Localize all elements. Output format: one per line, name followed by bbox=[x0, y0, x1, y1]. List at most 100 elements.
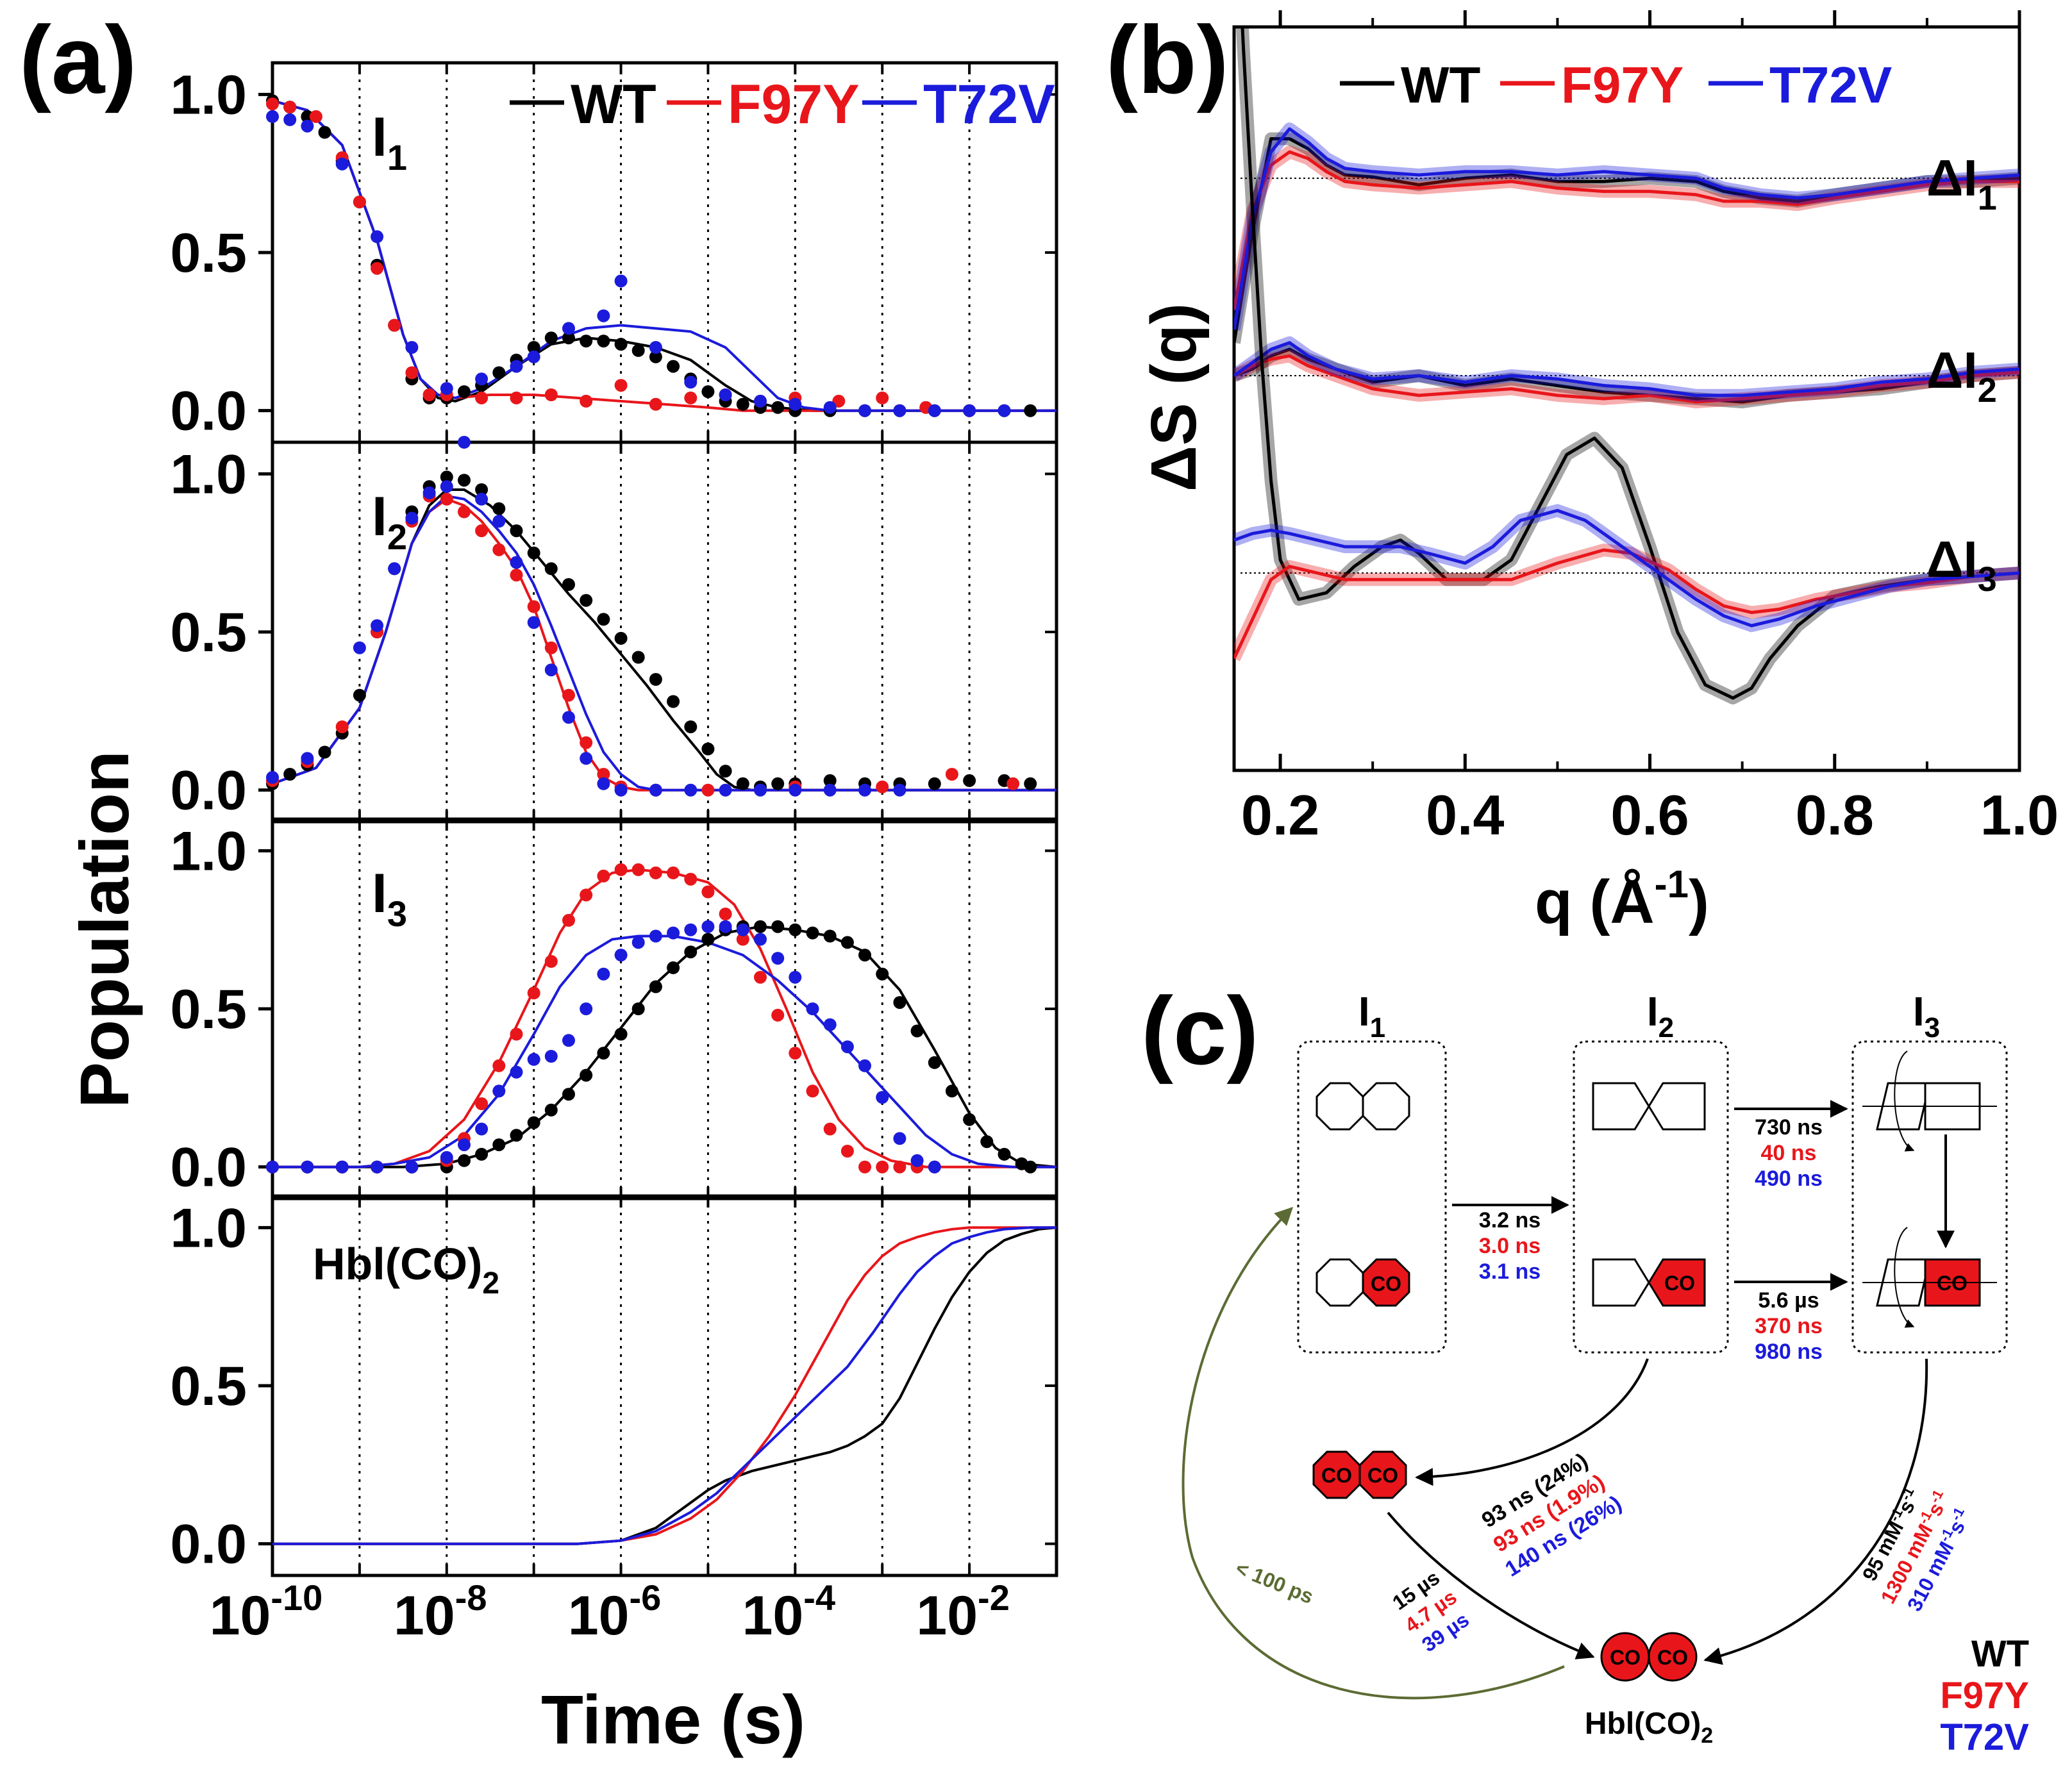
data-point bbox=[544, 955, 558, 968]
rates-deligated-final: 15 µs 4.7 µs 39 µs bbox=[1388, 1566, 1473, 1656]
data-point bbox=[771, 401, 785, 414]
data-point bbox=[301, 1160, 314, 1174]
data-point bbox=[667, 360, 680, 373]
data-point bbox=[928, 404, 941, 417]
data-point bbox=[562, 1088, 575, 1101]
rate-i2-i3-top-t72v: 490 ns bbox=[1755, 1167, 1823, 1191]
subplot-1: I1 bbox=[258, 61, 1058, 444]
legend-b-t72v-label: T72V bbox=[1769, 56, 1892, 113]
y-tick-label: 0.5 bbox=[170, 979, 247, 1040]
data-point bbox=[928, 1056, 941, 1069]
series-f97y bbox=[266, 863, 941, 1174]
data-point bbox=[789, 397, 802, 411]
curve-t72v-δi1 bbox=[1234, 122, 2019, 331]
curve-t72v-δi2 bbox=[1234, 336, 2019, 402]
data-point bbox=[945, 1084, 958, 1098]
error-band bbox=[1234, 122, 2019, 331]
i3-deoxy-dimer bbox=[1862, 1051, 1997, 1152]
data-point bbox=[510, 1065, 523, 1079]
data-point bbox=[580, 335, 593, 348]
deligated-co-text-2: CO bbox=[1367, 1464, 1398, 1487]
data-point bbox=[492, 366, 506, 379]
data-point bbox=[719, 783, 732, 797]
data-point bbox=[701, 783, 715, 797]
data-point bbox=[371, 262, 384, 275]
y-tick-label: 1.0 bbox=[170, 820, 247, 882]
data-point bbox=[475, 492, 489, 506]
data-point bbox=[405, 1160, 419, 1174]
y-tick-label: 0.0 bbox=[170, 381, 247, 442]
key-wt: WT bbox=[1971, 1633, 2029, 1675]
data-point bbox=[562, 322, 575, 335]
data-point bbox=[1024, 1160, 1037, 1174]
i1-co-text: CO bbox=[1371, 1272, 1401, 1295]
curve-wt-δi2 bbox=[1234, 343, 2019, 409]
data-point bbox=[840, 1040, 854, 1054]
data-point bbox=[840, 1145, 854, 1158]
data-point bbox=[527, 1052, 540, 1066]
rates-i2-deligated: 93 ns (24%) 93 ns (1.9%) 140 ns (26%) bbox=[1478, 1449, 1626, 1582]
data-point bbox=[580, 1068, 593, 1082]
data-point bbox=[440, 470, 453, 484]
x-tick-label: 10-6 bbox=[568, 1577, 661, 1647]
data-point bbox=[928, 1160, 941, 1174]
curve-line bbox=[1234, 347, 2019, 404]
rate-i2-i3-top-f97y: 40 ns bbox=[1761, 1141, 1817, 1165]
data-point bbox=[422, 388, 436, 401]
data-point bbox=[440, 492, 453, 506]
series-wt bbox=[266, 920, 1037, 1174]
data-point bbox=[649, 350, 662, 363]
fit-line-wt bbox=[272, 925, 1057, 1168]
subplot-label: I1 bbox=[372, 106, 407, 178]
data-point bbox=[510, 1027, 523, 1041]
final-hbl-label: Hbl(CO)2 bbox=[1585, 1707, 1713, 1748]
data-point bbox=[492, 1084, 506, 1098]
data-point bbox=[458, 474, 471, 487]
arrow-i2-deligated bbox=[1415, 1358, 1649, 1486]
arrow-deligated-final bbox=[1387, 1511, 1595, 1659]
data-point bbox=[266, 97, 279, 111]
i1-deoxy-dimer bbox=[1316, 1082, 1410, 1131]
data-point bbox=[876, 391, 889, 404]
data-point bbox=[510, 569, 523, 582]
rates-i1-i2: 3.2 ns 3.0 ns 3.1 ns bbox=[1479, 1208, 1541, 1284]
data-point bbox=[614, 949, 628, 962]
data-point bbox=[458, 385, 471, 399]
data-point bbox=[649, 397, 662, 411]
panel-label-a: (a) bbox=[19, 6, 137, 113]
panel-a-x-tick-labels: 10-10 10-8 10-6 10-4 10-2 bbox=[210, 1577, 1010, 1647]
data-point bbox=[440, 480, 453, 494]
panel-label-c: (c) bbox=[1141, 977, 1258, 1084]
data-point bbox=[684, 376, 698, 389]
data-point bbox=[510, 1129, 523, 1142]
legend-b-f97y-label: F97Y bbox=[1561, 56, 1684, 113]
rate-i2-i3-top-wt: 730 ns bbox=[1755, 1115, 1823, 1140]
data-point bbox=[371, 1160, 384, 1174]
data-point bbox=[597, 1047, 610, 1060]
series-t72v bbox=[266, 436, 906, 797]
panel-b-curve-labels: ΔI1 ΔI2 ΔI3 bbox=[1926, 149, 1997, 599]
data-point bbox=[266, 1160, 279, 1174]
data-point bbox=[492, 515, 506, 528]
data-point bbox=[945, 768, 958, 781]
curve-line bbox=[1234, 150, 2019, 310]
data-point bbox=[876, 1160, 889, 1174]
data-point bbox=[719, 908, 732, 920]
data-point bbox=[649, 980, 662, 993]
data-point bbox=[353, 688, 366, 702]
x-tick-label: 0.6 bbox=[1610, 783, 1689, 847]
i2-deoxy-dimer bbox=[1592, 1082, 1706, 1131]
data-point bbox=[754, 783, 767, 797]
deligated-co-dimer: CO CO bbox=[1312, 1450, 1407, 1499]
data-point bbox=[823, 1122, 837, 1136]
data-point bbox=[719, 920, 732, 933]
data-point bbox=[562, 913, 575, 927]
data-point bbox=[527, 600, 540, 613]
data-point bbox=[510, 524, 523, 538]
i3-co-text: CO bbox=[1937, 1272, 1968, 1295]
data-point bbox=[963, 774, 976, 787]
data-point bbox=[597, 613, 610, 626]
data-point bbox=[858, 1059, 871, 1072]
state-box-i3 bbox=[1851, 1040, 2008, 1354]
panel-b-y-axis-label: ΔS (q) bbox=[1138, 303, 1210, 492]
